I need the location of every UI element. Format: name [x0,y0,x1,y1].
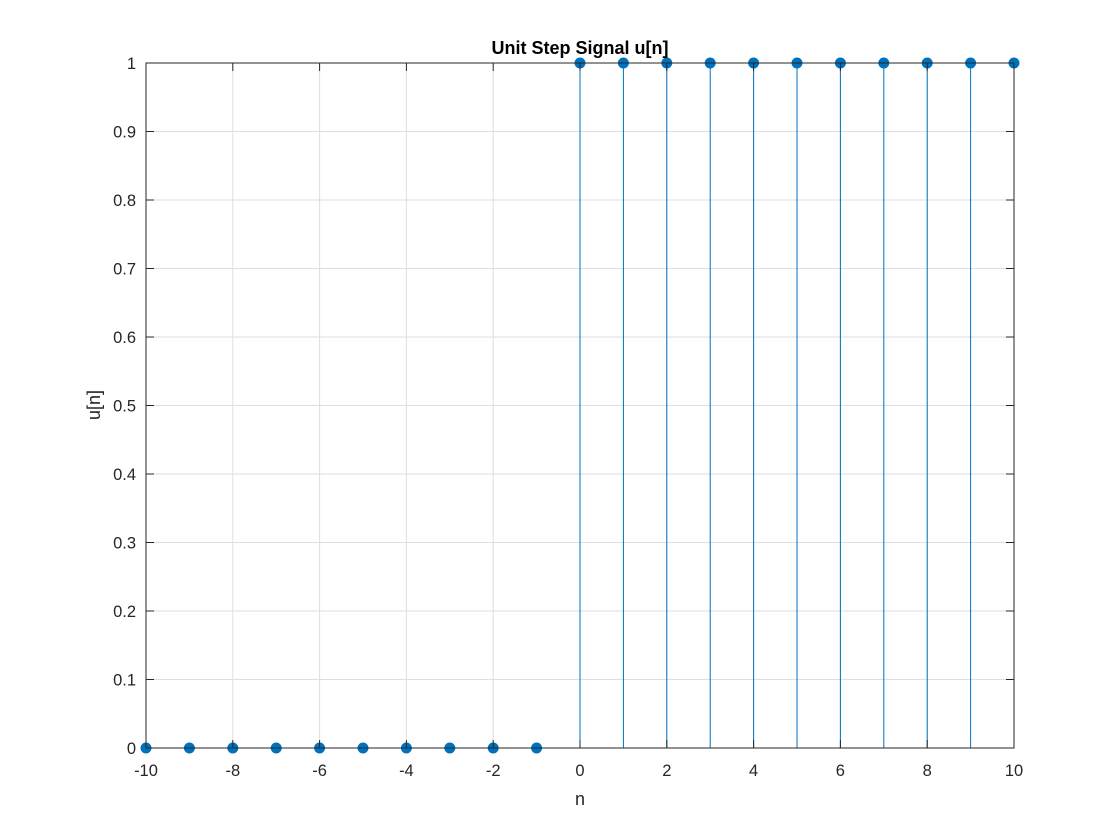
y-tick-label: 0.4 [113,466,136,484]
y-tick-label: 0.6 [113,329,136,347]
y-tick-labels: 0 0.1 0.2 0.3 0.4 0.5 0.6 0.7 0.8 0.9 1 [113,55,136,758]
y-tick-label: 0.3 [113,535,136,553]
x-tick-label: -6 [312,762,327,780]
x-tick-label: 2 [662,762,671,780]
y-axis-label: u[n] [84,390,104,420]
y-tick-label: 0.1 [113,672,136,690]
x-tick-label: 6 [836,762,845,780]
y-tick-label: 1 [127,55,136,73]
y-tick-label: 0 [127,740,136,758]
x-tick-label: -4 [399,762,414,780]
x-tick-label: 8 [923,762,932,780]
x-tick-labels: -10 -8 -6 -4 -2 0 2 4 6 8 10 [134,762,1023,780]
x-axis-label: n [575,789,585,809]
x-tick-label: 10 [1005,762,1023,780]
x-tick-label: 4 [749,762,758,780]
y-tick-label: 0.2 [113,603,136,621]
tick-marks [145,62,1015,749]
y-tick-label: 0.5 [113,398,136,416]
x-tick-label: -2 [486,762,501,780]
chart-title: Unit Step Signal u[n] [492,38,669,58]
y-tick-label: 0.8 [113,192,136,210]
y-tick-label: 0.7 [113,261,136,279]
x-tick-label: -10 [134,762,158,780]
x-tick-label: -8 [225,762,240,780]
y-tick-label: 0.9 [113,124,136,142]
x-tick-label: 0 [575,762,584,780]
